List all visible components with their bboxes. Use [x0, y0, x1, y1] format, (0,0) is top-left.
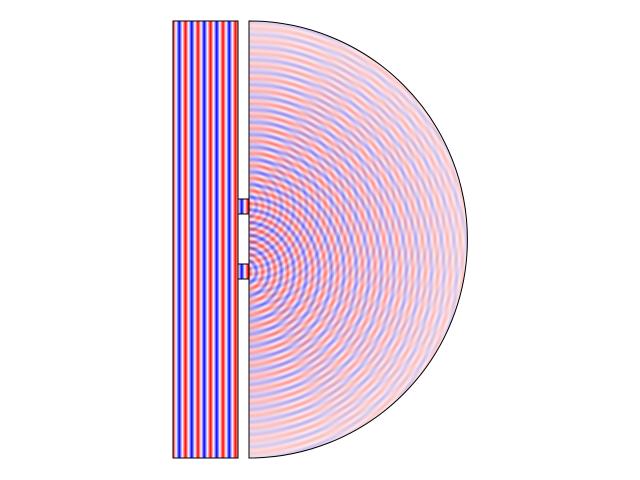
- interference-pattern: [249, 21, 468, 458]
- incident-wave-region: [172, 20, 239, 459]
- upper-slit: [237, 198, 250, 215]
- diffraction-region: [249, 21, 468, 458]
- lower-slit: [237, 263, 250, 280]
- region-outline: [248, 20, 468, 459]
- lower-slit-wave: [249, 21, 468, 458]
